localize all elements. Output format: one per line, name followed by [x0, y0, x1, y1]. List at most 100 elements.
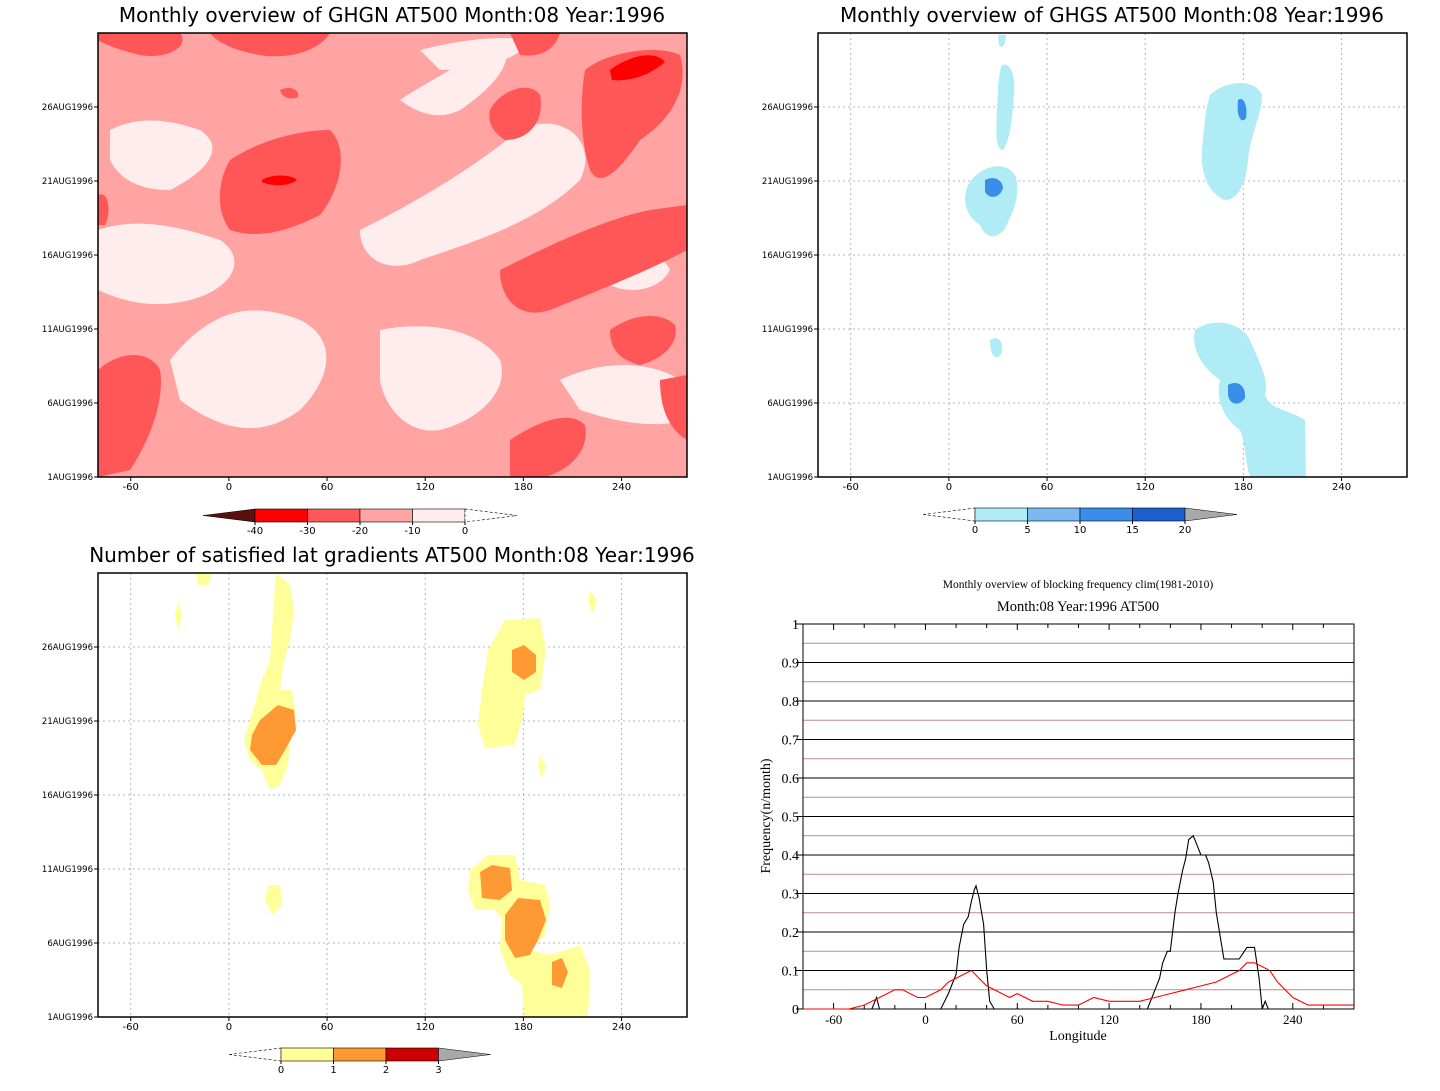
plot-subtitle: Month:08 Year:1996 AT500: [997, 599, 1159, 615]
x-tick-label: 0: [226, 1022, 232, 1033]
panel-lat-gradients: Number of satisfied lat gradients AT500 …: [42, 543, 695, 1076]
plot-title: Monthly overview of blocking frequency c…: [943, 579, 1214, 591]
x-tick-label: 120: [416, 1022, 435, 1033]
y-tick-label: 11AUG1996: [762, 325, 813, 335]
panel-ghgs-title: Monthly overview of GHGS AT500 Month:08 …: [840, 3, 1384, 27]
legend-swatch: [385, 1047, 439, 1062]
y-tick-label: 26AUG1996: [42, 643, 93, 653]
x-tick-label: 240: [1283, 1012, 1303, 1027]
x-tick-label: 120: [1136, 482, 1155, 493]
panel-ghgn: Monthly overview of GHGN AT500 Month:08 …: [42, 3, 688, 537]
legend-label: 2: [383, 1065, 389, 1076]
x-tick-label: -60: [123, 482, 139, 493]
legend-label: -20: [352, 526, 368, 537]
y-tick-label: 1AUG1996: [767, 473, 813, 483]
y-tick-label: 0.5: [782, 811, 800, 826]
legend-label: -30: [299, 526, 315, 537]
y-tick-label: 0.9: [782, 657, 800, 672]
x-tick-label: 60: [321, 1022, 334, 1033]
y-tick-label: 0.4: [782, 849, 800, 864]
legend-swatch: [280, 1047, 334, 1062]
y-tick-label: 11AUG1996: [42, 865, 93, 875]
series-line-0: [803, 834, 1354, 1010]
legend-swatch: [1027, 507, 1081, 522]
y-tick-label: 21AUG1996: [762, 177, 813, 187]
y-tick-label: 0: [792, 1003, 799, 1018]
y-tick-label: 0.2: [782, 926, 800, 941]
legend-swatch: [412, 508, 466, 523]
legend-label: -40: [247, 526, 263, 537]
legend-label: 0: [278, 1065, 284, 1076]
ghgn-field: [97, 32, 688, 478]
x-tick-label: 180: [1234, 482, 1253, 493]
lat-gradients-field: [97, 572, 688, 1018]
legend-label: 20: [1179, 525, 1192, 536]
legend-swatch: [307, 508, 361, 523]
legend-label: 3: [435, 1065, 441, 1076]
x-tick-label: 240: [1332, 482, 1351, 493]
y-tick-label: 16AUG1996: [762, 251, 813, 261]
y-tick-label: 0.3: [782, 888, 800, 903]
y-tick-label: 26AUG1996: [762, 103, 813, 113]
legend-swatch: [974, 507, 1028, 522]
y-tick-label: 0.7: [782, 734, 800, 749]
legend-label: 10: [1074, 525, 1087, 536]
line-plot-area: 0 0.1 0.2 0.3 0.4 0.5 0.6 0.7 0.8 0.9 1 -60 0 60 120 18…: [782, 618, 1355, 1027]
x-tick-label: 240: [612, 1022, 631, 1033]
legend-triangle-low: [202, 508, 256, 523]
panel-lat-gradients-title: Number of satisfied lat gradients AT500 …: [89, 543, 695, 567]
y-tick-label: 0.1: [782, 965, 800, 980]
panel-ghgn-title: Monthly overview of GHGN AT500 Month:08 …: [119, 3, 665, 27]
x-tick-label: 0: [922, 1012, 929, 1027]
y-tick-label: 11AUG1996: [42, 325, 93, 335]
x-axis-label: Longitude: [1049, 1029, 1107, 1044]
y-tick-label: 6AUG1996: [47, 399, 93, 409]
x-tick-label: 240: [612, 482, 631, 493]
legend-label: 5: [1024, 525, 1030, 536]
x-tick-label: 60: [1041, 482, 1054, 493]
y-tick-label: 1AUG1996: [47, 1013, 93, 1023]
ghgs-field: [817, 32, 1408, 478]
legend-triangle-high: [1184, 507, 1238, 522]
y-axis-label: Frequency(n/month): [759, 758, 774, 873]
y-tick-label: 6AUG1996: [47, 939, 93, 949]
legend-triangle-high: [464, 508, 518, 523]
x-tick-label: 120: [416, 482, 435, 493]
legend-triangle-low: [922, 507, 976, 522]
y-tick-label: 21AUG1996: [42, 717, 93, 727]
legend-triangle-low: [228, 1047, 282, 1062]
x-tick-label: -60: [123, 1022, 139, 1033]
legend-swatch: [359, 508, 413, 523]
y-tick-label: 1: [792, 618, 799, 633]
y-tick-label: 16AUG1996: [42, 791, 93, 801]
legend-label: 0: [972, 525, 978, 536]
legend-label: -10: [404, 526, 420, 537]
y-tick-label: 21AUG1996: [42, 177, 93, 187]
y-tick-label: 16AUG1996: [42, 251, 93, 261]
legend-label: 1: [330, 1065, 336, 1076]
y-tick-label: 0.6: [782, 772, 800, 787]
y-tick-label: 26AUG1996: [42, 103, 93, 113]
x-tick-label: 180: [514, 482, 533, 493]
x-tick-label: 0: [946, 482, 952, 493]
legend-swatch: [333, 1047, 387, 1062]
panel-ghgs: Monthly overview of GHGS AT500 Month:08 …: [762, 3, 1408, 536]
x-tick-label: 60: [1011, 1012, 1024, 1027]
series-line-1: [803, 962, 1354, 1010]
x-tick-label: -60: [843, 482, 859, 493]
y-tick-label: 0.8: [782, 695, 800, 710]
x-tick-label: 180: [514, 1022, 533, 1033]
legend-swatch: [1132, 507, 1186, 522]
x-tick-label: 60: [321, 482, 334, 493]
y-tick-label: 1AUG1996: [47, 473, 93, 483]
legend-triangle-high: [438, 1047, 491, 1062]
legend-swatch: [254, 508, 308, 523]
legend-swatch: [1079, 507, 1133, 522]
x-tick-label: -60: [825, 1012, 842, 1027]
x-tick-label: 0: [226, 482, 232, 493]
x-tick-label: 120: [1099, 1012, 1119, 1027]
y-tick-label: 6AUG1996: [767, 399, 813, 409]
panel-blocking-frequency: Monthly overview of blocking frequency c…: [759, 579, 1355, 1044]
legend-label: 15: [1126, 525, 1139, 536]
